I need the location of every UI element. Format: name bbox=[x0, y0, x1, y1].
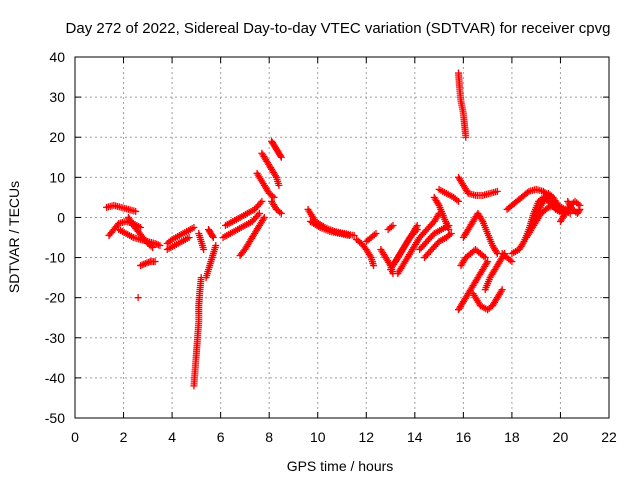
data-point bbox=[258, 197, 266, 205]
data-point bbox=[190, 223, 198, 231]
plot-frame bbox=[74, 56, 610, 419]
x-tick-label: 4 bbox=[168, 429, 176, 445]
data-point bbox=[256, 199, 264, 207]
data-point bbox=[271, 172, 279, 180]
data-point bbox=[275, 181, 283, 189]
data-point bbox=[137, 223, 145, 231]
data-point bbox=[134, 294, 142, 302]
data-point bbox=[412, 227, 420, 235]
x-axis-label: GPS time / hours bbox=[287, 458, 394, 474]
data-point bbox=[345, 231, 353, 239]
x-tick-label: 18 bbox=[504, 429, 520, 445]
data-point bbox=[453, 196, 461, 204]
data-point bbox=[553, 200, 561, 208]
data-point bbox=[445, 225, 453, 233]
data-point bbox=[209, 232, 217, 240]
y-axis-label: SDTVAR / TECUs bbox=[6, 181, 22, 293]
data-point bbox=[185, 234, 193, 241]
data-point bbox=[481, 254, 489, 262]
y-tick-label: -20 bbox=[45, 290, 65, 306]
data-point bbox=[141, 260, 149, 268]
y-tick-label: 40 bbox=[49, 49, 65, 65]
data-point bbox=[576, 205, 584, 213]
data-point bbox=[506, 256, 514, 264]
data-point bbox=[209, 234, 217, 241]
data-point bbox=[575, 207, 583, 215]
data-point bbox=[446, 231, 454, 239]
data-point bbox=[370, 231, 378, 239]
y-tick-label: -30 bbox=[45, 330, 65, 346]
data-point bbox=[156, 242, 164, 250]
data-point bbox=[276, 208, 284, 216]
data-point bbox=[413, 225, 421, 233]
data-point bbox=[480, 252, 488, 260]
x-tick-label: 12 bbox=[358, 429, 374, 445]
data-point bbox=[478, 216, 486, 224]
data-point bbox=[455, 197, 463, 205]
data-point bbox=[200, 246, 208, 254]
data-point bbox=[492, 248, 500, 256]
y-tick-label: -10 bbox=[45, 250, 65, 266]
data-point bbox=[519, 239, 527, 247]
chart-title: Day 272 of 2022, Sidereal Day-to-day VTE… bbox=[66, 20, 611, 37]
data-point bbox=[447, 229, 455, 237]
data-point bbox=[151, 258, 159, 266]
data-point bbox=[366, 252, 374, 260]
y-tick-label: 30 bbox=[49, 89, 65, 105]
data-point bbox=[508, 258, 516, 266]
data-point bbox=[497, 287, 505, 295]
x-tick-label: 0 bbox=[71, 429, 79, 445]
data-point bbox=[260, 213, 268, 221]
data-point bbox=[143, 259, 151, 267]
data-point bbox=[277, 153, 285, 161]
data-point bbox=[574, 200, 582, 208]
data-point bbox=[254, 211, 262, 219]
data-point bbox=[387, 223, 395, 231]
x-tick-label: 8 bbox=[265, 429, 273, 445]
data-point bbox=[268, 192, 276, 200]
data-point bbox=[277, 152, 285, 160]
data-point bbox=[483, 259, 491, 267]
data-point bbox=[255, 209, 263, 217]
x-tick-label: 10 bbox=[310, 429, 326, 445]
data-point bbox=[137, 262, 145, 270]
y-tick-label: 20 bbox=[49, 129, 65, 145]
data-point bbox=[277, 209, 285, 217]
data-point bbox=[138, 261, 146, 269]
x-tick-label: 20 bbox=[553, 429, 569, 445]
data-point bbox=[484, 258, 492, 266]
grid bbox=[75, 57, 609, 418]
data-point bbox=[132, 207, 140, 215]
data-point bbox=[370, 262, 378, 270]
data-point bbox=[554, 201, 562, 209]
data-points bbox=[103, 69, 584, 390]
x-tick-label: 16 bbox=[456, 429, 472, 445]
data-point bbox=[151, 240, 159, 248]
data-point bbox=[498, 286, 506, 294]
data-point bbox=[270, 193, 278, 201]
data-point bbox=[145, 258, 153, 266]
data-point bbox=[212, 242, 220, 250]
data-point bbox=[140, 260, 148, 268]
data-point bbox=[389, 221, 397, 229]
x-tick-label: 2 bbox=[120, 429, 128, 445]
data-point bbox=[315, 222, 323, 230]
data-point bbox=[434, 200, 442, 208]
y-tick-label: -40 bbox=[45, 370, 65, 386]
data-point bbox=[259, 215, 267, 223]
x-tick-label: 6 bbox=[217, 429, 225, 445]
y-tick-label: 10 bbox=[49, 169, 65, 185]
y-tick-label: -50 bbox=[45, 410, 65, 426]
x-tick-label: 22 bbox=[601, 429, 617, 445]
data-point bbox=[462, 133, 470, 141]
x-tick-label: 14 bbox=[407, 429, 423, 445]
data-point bbox=[493, 187, 501, 195]
data-point bbox=[372, 229, 380, 237]
axis-ticks: 0 2 4 6 8 10 12 14 16 18 20 22 -50 -40 -30 -20 -10 0 10 20 3… bbox=[45, 49, 617, 445]
data-point bbox=[153, 240, 161, 248]
data-point bbox=[154, 241, 162, 249]
y-tick-label: 0 bbox=[57, 209, 65, 225]
